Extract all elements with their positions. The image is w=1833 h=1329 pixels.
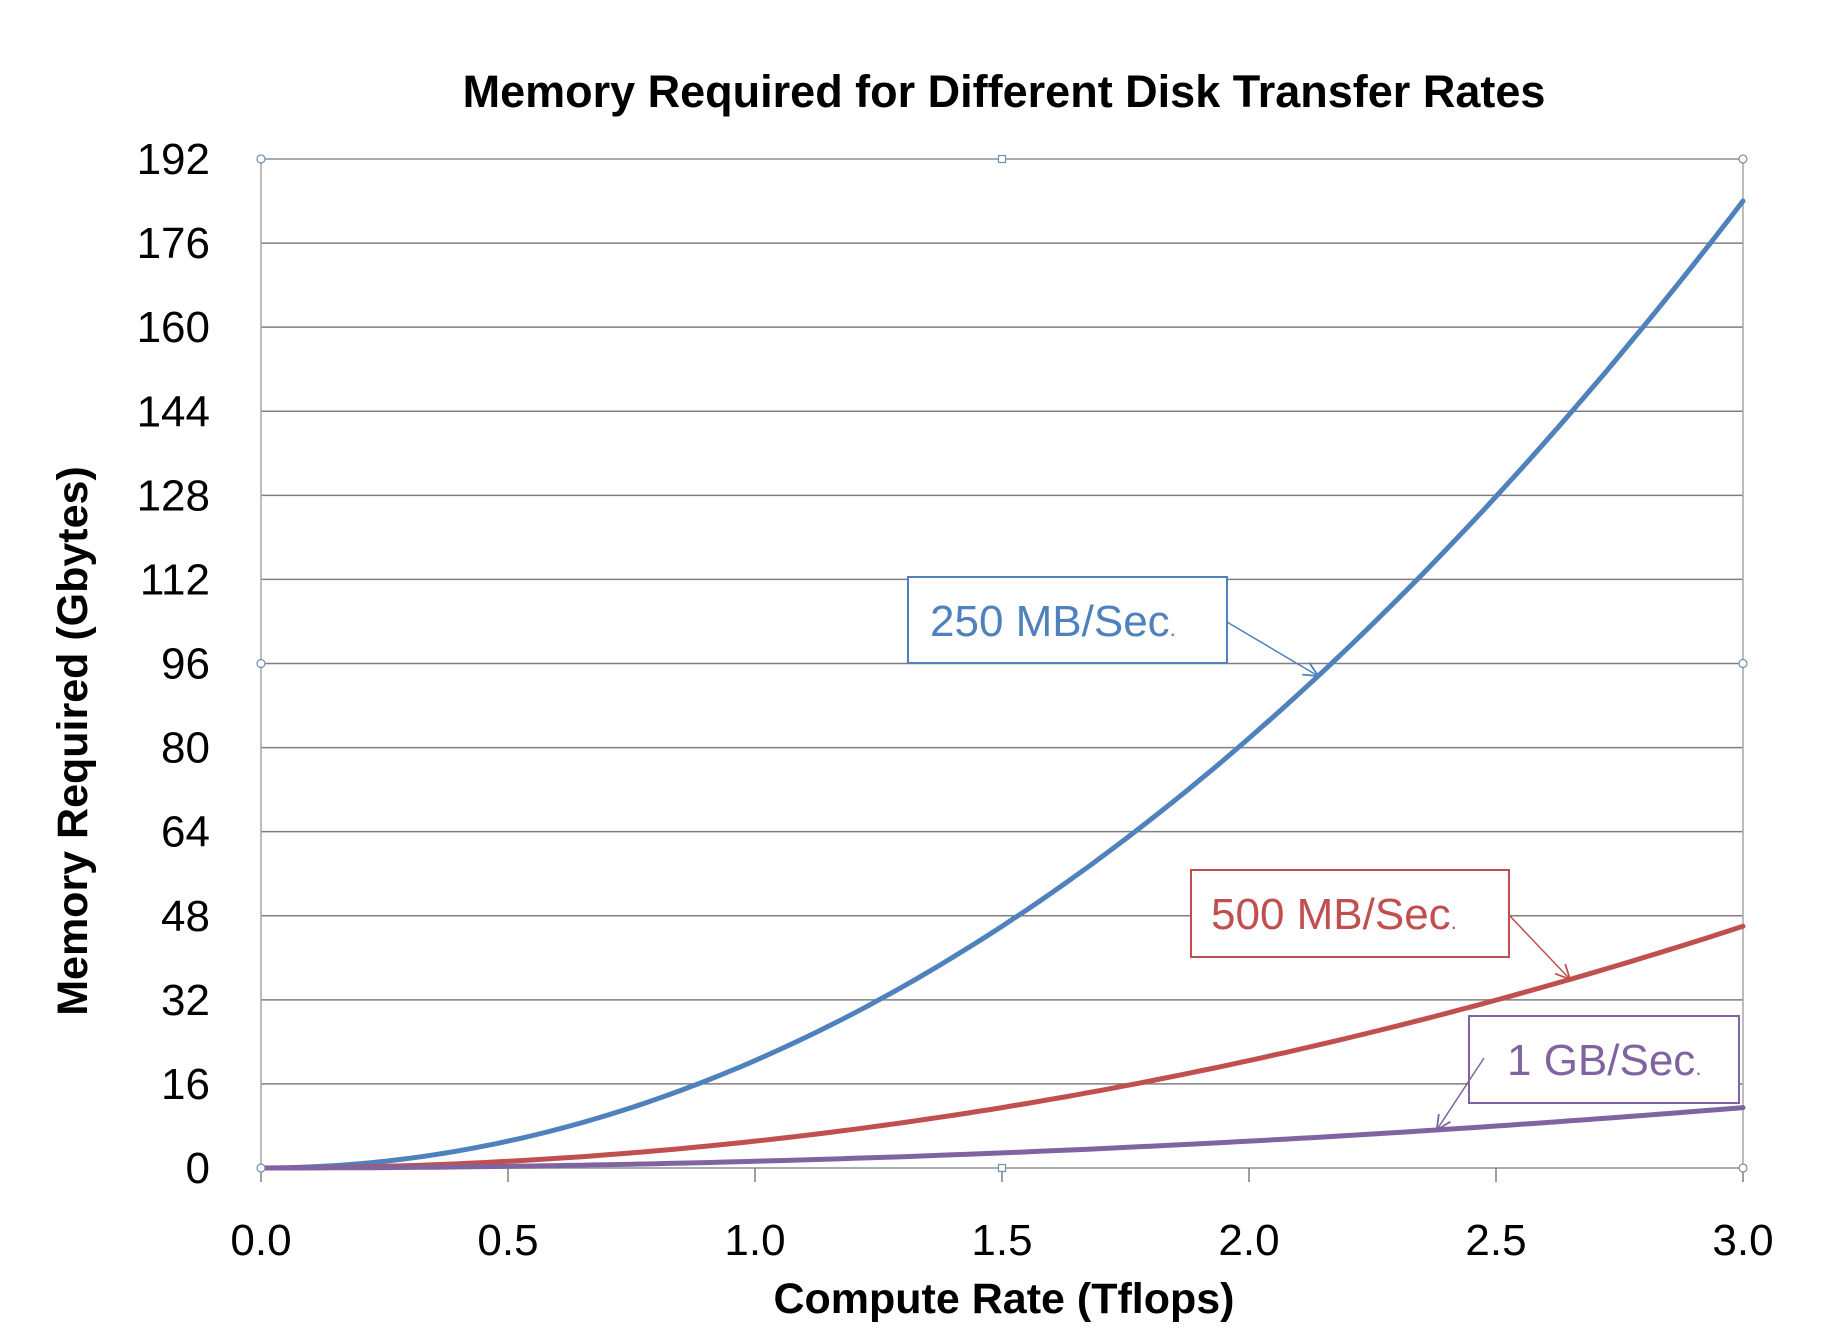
series-point	[1125, 1085, 1126, 1087]
y-tick-label: 32	[161, 976, 210, 1025]
y-tick-label: 0	[186, 1144, 210, 1193]
annotation-leader	[1508, 914, 1571, 980]
y-tick-label: 112	[140, 555, 210, 604]
series-point	[1248, 1140, 1250, 1142]
annotation-box	[1468, 1015, 1740, 1104]
x-tick-label: 2.0	[1218, 1216, 1279, 1265]
x-axis-title: Compute Rate (Tflops)	[773, 1275, 1234, 1323]
series-annotations: 250 MB/Sec. 500 MB/Sec. 1 GB/Sec.	[907, 576, 1740, 1132]
y-tick-label: 128	[137, 471, 210, 520]
series-point	[384, 1166, 385, 1168]
y-tick-label: 96	[161, 640, 210, 689]
series-point	[1248, 1060, 1250, 1062]
series-point	[754, 1140, 756, 1142]
x-tick-label: 3.0	[1712, 1216, 1773, 1265]
series-point	[1001, 925, 1003, 927]
resize-handle[interactable]	[256, 658, 266, 669]
y-tick-label: 80	[161, 724, 210, 773]
annotation-label: 1 GB/Sec.	[1507, 1036, 1701, 1085]
annotation-box	[1190, 869, 1510, 958]
series-point	[878, 1125, 879, 1127]
chart-title: Memory Required for Different Disk Trans…	[463, 66, 1546, 117]
annotation-leader	[1226, 621, 1319, 677]
annotation-arrowhead	[1435, 1113, 1451, 1132]
resize-handle[interactable]	[997, 1163, 1007, 1173]
series-line-3	[258, 1105, 1746, 1171]
annotation-box	[907, 576, 1228, 664]
series-point	[878, 1156, 879, 1158]
series-point	[1248, 737, 1250, 739]
y-tick-label: 16	[161, 1060, 210, 1109]
selection-handles	[256, 154, 1748, 1173]
series-point	[1495, 999, 1497, 1001]
annotation-arrowhead	[1302, 662, 1320, 678]
y-tick-label: 64	[161, 808, 210, 857]
series-point	[878, 999, 879, 1001]
resize-handle[interactable]	[256, 154, 266, 164]
resize-handle[interactable]	[997, 154, 1007, 164]
series-point	[1742, 200, 1744, 202]
resize-handle[interactable]	[1738, 658, 1748, 669]
resize-handle[interactable]	[256, 1163, 266, 1173]
y-tick-label: 176	[137, 219, 210, 268]
series-point	[1372, 1133, 1373, 1135]
x-tick-label: 2.5	[1465, 1216, 1526, 1265]
series-point	[1372, 1031, 1373, 1033]
series-point	[631, 1163, 632, 1165]
series-point	[1372, 623, 1373, 625]
y-tick-label: 144	[137, 387, 210, 436]
series-point	[1125, 1147, 1126, 1149]
series-point	[1495, 495, 1497, 497]
annotation-label: 500 MB/Sec.	[1211, 890, 1457, 939]
series-point	[384, 1160, 385, 1162]
series-point	[631, 1107, 632, 1109]
series-point	[1742, 925, 1744, 927]
annotation-label: 250 MB/Sec.	[930, 597, 1176, 646]
annotation-leader	[1436, 1057, 1485, 1131]
y-tick-label: 48	[161, 892, 210, 941]
y-axis-title: Memory Required (Gbytes)	[49, 466, 97, 1016]
resize-handle[interactable]	[1738, 154, 1748, 164]
series-point	[754, 1160, 756, 1162]
series-point	[1495, 1125, 1497, 1127]
x-axis-ticks: 0.0 0.5 1.0 1.5 2.0 2.5 3.0	[230, 1168, 1774, 1265]
series-point	[507, 1160, 509, 1162]
y-tick-label: 160	[137, 303, 210, 352]
series-lines	[258, 198, 1746, 1171]
series-point	[1742, 1107, 1744, 1109]
series-point	[1619, 964, 1620, 966]
series-point	[631, 1152, 632, 1154]
x-tick-label: 1.0	[724, 1216, 785, 1265]
resize-handle[interactable]	[1738, 1163, 1748, 1173]
series-point	[754, 1060, 756, 1062]
x-tick-label: 0.0	[230, 1216, 291, 1265]
series-point	[1001, 1107, 1003, 1109]
y-axis-ticks: 0 16 32 48 64 80 96 112 128 144 160 176 192	[137, 135, 210, 1193]
series-point	[1619, 355, 1620, 357]
y-tick-label: 192	[137, 135, 210, 184]
series-point	[1001, 1152, 1003, 1154]
x-tick-label: 1.5	[971, 1216, 1032, 1265]
series-point	[1619, 1116, 1620, 1118]
x-tick-label: 0.5	[477, 1216, 538, 1265]
annotation-arrowhead	[1554, 963, 1572, 981]
series-point	[507, 1165, 509, 1167]
series-point	[1125, 838, 1126, 840]
series-point	[507, 1140, 509, 1142]
